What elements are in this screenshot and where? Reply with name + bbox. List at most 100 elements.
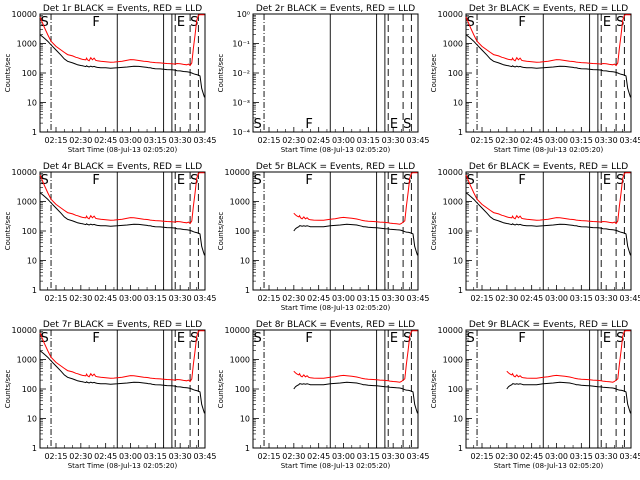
x-tick-label: 03:30 — [169, 136, 192, 145]
plot-frame — [39, 171, 206, 291]
y-tick-label: 10 — [27, 257, 37, 266]
panel-4: Det 4r BLACK = Events, RED = LLD 1 10 100 10… — [4, 162, 217, 303]
y-tick-label: 1 — [32, 444, 37, 453]
y-tick-label: 100 — [22, 69, 37, 78]
x-tick-label: 03:30 — [382, 136, 405, 145]
panel-6: Det 6r BLACK = Events, RED = LLD 1 10 100 10… — [430, 162, 640, 303]
segment-letter-f: F — [92, 173, 99, 188]
panel-7: Det 7r BLACK = Events, RED = LLD 1 10 100 10… — [4, 320, 217, 470]
x-tick-label: 02:30 — [282, 136, 305, 145]
segment-letter-s: S — [466, 331, 474, 346]
segment-letter-s: S — [403, 173, 411, 188]
panel-title: Det 6r BLACK = Events, RED = LLD — [469, 162, 628, 172]
y-tick-label: 1000 — [443, 198, 463, 207]
plot-frame — [465, 13, 632, 133]
segment-letter-s: S — [466, 15, 474, 30]
y-axis-label: Counts/sec — [430, 212, 438, 251]
panel-1: Det 1r BLACK = Events, RED = LLD 1 10 100 10… — [4, 4, 217, 154]
x-tick-label: 02:15 — [257, 452, 280, 461]
segment-letter-s: S — [40, 331, 48, 346]
panel-title: Det 3r BLACK = Events, RED = LLD — [469, 4, 628, 14]
events-line — [39, 350, 205, 414]
segment-letter-e: E — [390, 331, 398, 346]
x-tick-label: 02:45 — [520, 294, 543, 303]
y-axis-label: Counts/sec — [4, 54, 12, 93]
x-tick-label: 03:00 — [332, 136, 355, 145]
x-tick-label: 03:15 — [144, 136, 167, 145]
y-tick-label: 1000 — [17, 198, 37, 207]
panel-8: Det 8r BLACK = Events, RED = LLD 1 10 100 10… — [217, 320, 430, 470]
y-axis-label: Counts/sec — [4, 212, 12, 251]
y-tick-label: 10⁻² — [232, 69, 250, 78]
y-tick-label: 1000 — [17, 40, 37, 49]
segment-letter-f: F — [92, 331, 99, 346]
x-tick-label: 03:15 — [357, 294, 380, 303]
segment-letter-e: E — [390, 173, 398, 188]
plot-frame — [252, 171, 419, 291]
x-tick-label: 03:15 — [144, 294, 167, 303]
x-tick-label: 03:00 — [332, 294, 355, 303]
y-axis-label: Counts/sec — [4, 370, 12, 409]
segment-letter-s: S — [190, 173, 198, 188]
y-tick-label: 100 — [448, 69, 463, 78]
y-tick-label: 100 — [235, 227, 250, 236]
x-tick-label: 02:30 — [495, 452, 518, 461]
segment-letter-f: F — [518, 331, 525, 346]
y-tick-label: 10 — [453, 257, 463, 266]
x-tick-label: 03:45 — [193, 136, 216, 145]
x-tick-label: 02:15 — [470, 136, 493, 145]
y-tick-label: 10⁻³ — [232, 99, 250, 108]
events-line — [293, 381, 418, 414]
x-axis-label: Start Time (08-Jul-13 02:05:20) — [494, 146, 604, 154]
panel-title: Det 1r BLACK = Events, RED = LLD — [43, 4, 202, 14]
y-tick-label: 10 — [453, 415, 463, 424]
segment-letter-e: E — [177, 173, 185, 188]
lld-line — [293, 172, 418, 225]
lld-line — [465, 172, 631, 225]
y-tick-label: 1000 — [230, 198, 250, 207]
y-axis-label: Counts/sec — [217, 212, 225, 251]
y-tick-label: 1 — [458, 444, 463, 453]
y-tick-label: 1 — [32, 128, 37, 137]
y-axis-label: Counts/sec — [217, 370, 225, 409]
plot-frame — [39, 13, 206, 133]
lld-line — [293, 330, 418, 383]
segment-letter-f: F — [92, 15, 99, 30]
y-tick-label: 10000 — [438, 10, 463, 19]
segment-letter-s: S — [253, 173, 261, 188]
y-tick-label: 10⁻¹ — [232, 40, 250, 49]
segment-letter-s: S — [253, 117, 261, 132]
x-tick-label: 03:30 — [595, 294, 618, 303]
x-tick-label: 02:45 — [94, 294, 117, 303]
x-tick-label: 03:00 — [545, 136, 568, 145]
x-tick-label: 02:45 — [307, 136, 330, 145]
plot-frame — [252, 13, 419, 133]
panel-2: Det 2r BLACK = Events, RED = LLD 10⁻⁴ 10⁻³… — [217, 4, 430, 154]
y-tick-label: 1 — [245, 286, 250, 295]
x-axis-label: Start Time (08-Jul-13 02:05:20) — [281, 146, 391, 154]
y-tick-label: 10 — [27, 415, 37, 424]
y-tick-label: 1 — [458, 128, 463, 137]
segment-letter-e: E — [603, 15, 611, 30]
y-tick-label: 100 — [448, 385, 463, 394]
x-tick-label: 02:15 — [257, 136, 280, 145]
y-tick-label: 10000 — [438, 168, 463, 177]
segment-letter-s: S — [253, 331, 261, 346]
x-tick-label: 03:15 — [570, 294, 593, 303]
x-tick-label: 03:30 — [595, 452, 618, 461]
y-tick-label: 10 — [453, 99, 463, 108]
y-tick-label: 10 — [240, 257, 250, 266]
y-tick-label: 10000 — [438, 326, 463, 335]
x-tick-label: 02:30 — [69, 452, 92, 461]
x-tick-label: 03:45 — [406, 136, 429, 145]
x-tick-label: 03:30 — [169, 452, 192, 461]
y-tick-label: 1 — [458, 286, 463, 295]
events-line — [39, 192, 205, 256]
x-axis-label: Start Time (08-Jul-13 02:05:20) — [68, 462, 178, 470]
x-tick-label: 03:30 — [595, 136, 618, 145]
x-tick-label: 02:15 — [44, 294, 67, 303]
segment-letter-s: S — [40, 173, 48, 188]
segment-letter-e: E — [177, 15, 185, 30]
y-axis-label: Counts/sec — [430, 54, 438, 93]
plot-frame — [252, 329, 419, 449]
